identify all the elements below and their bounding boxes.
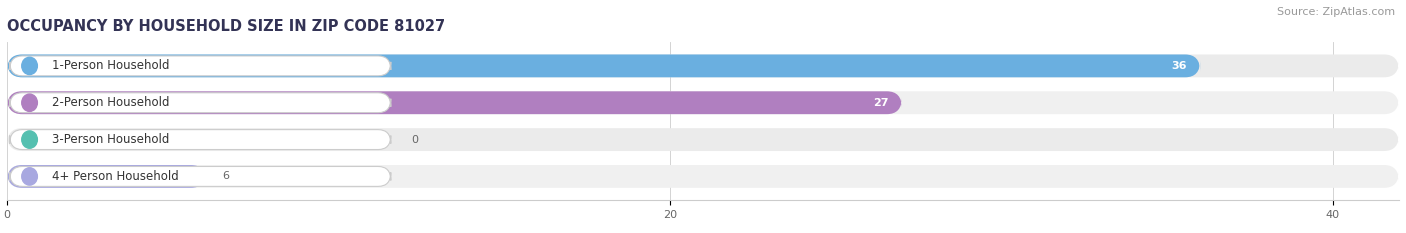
FancyBboxPatch shape — [10, 56, 391, 76]
Circle shape — [21, 57, 38, 75]
FancyBboxPatch shape — [10, 167, 391, 186]
FancyBboxPatch shape — [7, 55, 1201, 77]
FancyBboxPatch shape — [7, 55, 1399, 77]
FancyBboxPatch shape — [10, 130, 391, 150]
FancyBboxPatch shape — [7, 165, 1399, 188]
Circle shape — [21, 168, 38, 185]
Text: 4+ Person Household: 4+ Person Household — [52, 170, 179, 183]
FancyBboxPatch shape — [7, 128, 1399, 151]
FancyBboxPatch shape — [7, 91, 1399, 114]
Text: 1-Person Household: 1-Person Household — [52, 59, 169, 72]
Text: 27: 27 — [873, 98, 889, 108]
Text: 0: 0 — [412, 135, 419, 145]
Text: 2-Person Household: 2-Person Household — [52, 96, 169, 109]
Text: 3-Person Household: 3-Person Household — [52, 133, 169, 146]
Text: 36: 36 — [1171, 61, 1187, 71]
FancyBboxPatch shape — [7, 91, 901, 114]
Text: Source: ZipAtlas.com: Source: ZipAtlas.com — [1277, 7, 1395, 17]
Text: 6: 6 — [222, 171, 229, 182]
FancyBboxPatch shape — [10, 93, 391, 113]
Circle shape — [21, 94, 38, 111]
Circle shape — [21, 131, 38, 148]
Text: OCCUPANCY BY HOUSEHOLD SIZE IN ZIP CODE 81027: OCCUPANCY BY HOUSEHOLD SIZE IN ZIP CODE … — [7, 19, 446, 34]
FancyBboxPatch shape — [7, 165, 205, 188]
